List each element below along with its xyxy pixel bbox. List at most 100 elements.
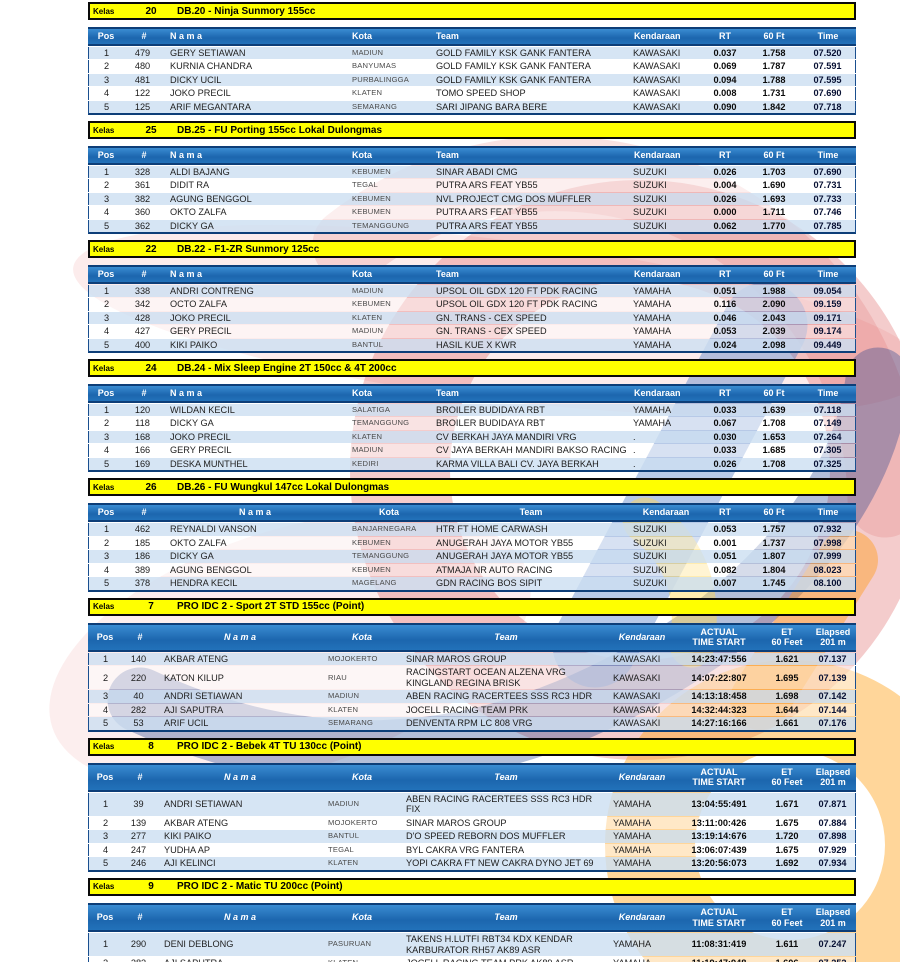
table-row: 2 361 DIDIT RA TEGAL PUTRA ARS FEAT YB55 SUZU… bbox=[88, 179, 856, 192]
table-header-row: Pos # N a m a Kota Team Kendaraan RT 60 Ft Time bbox=[88, 384, 856, 403]
cell-name: AKBAR ATENG bbox=[158, 816, 322, 830]
class-header-bar: Kelas 20 DB.20 - Ninja Sunmory 155cc bbox=[88, 2, 856, 20]
col-header-pos: Pos bbox=[88, 146, 124, 165]
class-header-bar: Kelas 25 DB.25 - FU Porting 155cc Lokal Du… bbox=[88, 121, 856, 140]
col-header-team: Team bbox=[432, 27, 630, 46]
col-header-actual-time-start: ACTUAL TIME START bbox=[674, 762, 764, 792]
cell-name: JOKO PRECIL bbox=[164, 311, 346, 325]
class-title: PRO IDC 2 - Sport 2T STD 155cc (Point) bbox=[177, 601, 365, 613]
cell-et-60feet: 1.698 bbox=[764, 690, 810, 703]
col-header-60ft: 60 Ft bbox=[748, 503, 800, 523]
cell-team: CV BERKAH JAYA MANDIRI VRG bbox=[432, 430, 630, 444]
cell-name: JOKO PRECIL bbox=[164, 430, 346, 444]
cell-pos: 4 bbox=[88, 87, 124, 100]
table-row: 3 168 JOKO PRECIL KLATEN CV BERKAH JAYA MAND… bbox=[88, 430, 856, 444]
cell-actual-time-start: 13:19:14:676 bbox=[674, 830, 764, 843]
cell-name: AKBAR ATENG bbox=[158, 652, 322, 666]
cell-vehicle: . bbox=[630, 430, 702, 444]
cell-name: AJI KELINCI bbox=[158, 857, 322, 872]
cell-number: 290 bbox=[122, 933, 158, 957]
cell-number: 328 bbox=[124, 165, 164, 179]
table-body: 1 462 REYNALDI VANSON BANJARNEGARA HTR FT HO… bbox=[88, 523, 856, 592]
cell-time: 07.690 bbox=[800, 165, 856, 179]
table-header-row: Pos # N a m a Kota Team Kendaraan ACTUAL TIME … bbox=[88, 762, 856, 792]
col-header-name: N a m a bbox=[164, 503, 346, 523]
cell-number: 360 bbox=[124, 206, 164, 219]
table-header-row: Pos # N a m a Kota Team Kendaraan RT 60 Ft Time bbox=[88, 146, 856, 165]
col-header-rt: RT bbox=[702, 384, 748, 403]
cell-number: 282 bbox=[122, 703, 158, 717]
cell-name: DICKY GA bbox=[164, 417, 346, 430]
cell-vehicle: SUZUKI bbox=[630, 577, 702, 592]
cell-time: 07.718 bbox=[800, 100, 856, 116]
cell-team: ABEN RACING RACERTEES SSS RC3 HDR bbox=[402, 690, 610, 703]
cell-city: KEBUMEN bbox=[346, 563, 432, 577]
col-header-pos: Pos bbox=[88, 902, 122, 933]
cell-number: 185 bbox=[124, 536, 164, 550]
cell-city: TEGAL bbox=[346, 179, 432, 192]
cell-vehicle: KAWASAKI bbox=[630, 87, 702, 100]
cell-60ft: 1.653 bbox=[748, 430, 800, 444]
class-title: PRO IDC 2 - Matic TU 200cc (Point) bbox=[177, 881, 343, 893]
cell-rt: 0.069 bbox=[702, 60, 748, 73]
cell-team: PUTRA ARS FEAT YB55 bbox=[432, 219, 630, 235]
col-header-name: N a m a bbox=[158, 622, 322, 652]
cell-vehicle: SUZUKI bbox=[630, 550, 702, 563]
col-header-number: # bbox=[124, 265, 164, 284]
cell-pos: 5 bbox=[88, 857, 122, 872]
cell-et-60feet: 1.661 bbox=[764, 717, 810, 732]
cell-team: ANUGERAH JAYA MOTOR YB55 bbox=[432, 550, 630, 563]
class-number: 7 bbox=[148, 601, 154, 613]
cell-60ft: 1.703 bbox=[748, 165, 800, 179]
cell-team: ABEN RACING RACERTEES SSS RC3 HDR FIX bbox=[402, 792, 610, 816]
cell-pos: 3 bbox=[88, 311, 124, 325]
cell-rt: 0.094 bbox=[702, 73, 748, 87]
cell-city: MADIUN bbox=[346, 325, 432, 338]
col-header-name: N a m a bbox=[164, 265, 346, 284]
table-body: 1 338 ANDRI CONTRENG MADIUN UPSOL OIL GDX 12… bbox=[88, 284, 856, 354]
cell-pos: 3 bbox=[88, 192, 124, 206]
cell-rt: 0.001 bbox=[702, 536, 748, 550]
cell-actual-time-start: 14:23:47:556 bbox=[674, 652, 764, 666]
cell-name: KATON KILUP bbox=[158, 666, 322, 690]
cell-rt: 0.067 bbox=[702, 417, 748, 430]
cell-pos: 5 bbox=[88, 577, 124, 592]
cell-pos: 2 bbox=[88, 957, 122, 962]
cell-elapsed-201m: 07.176 bbox=[810, 717, 856, 732]
col-header-time: Time bbox=[800, 146, 856, 165]
cell-rt: 0.026 bbox=[702, 165, 748, 179]
cell-pos: 1 bbox=[88, 523, 124, 536]
cell-actual-time-start: 13:06:07:439 bbox=[674, 843, 764, 857]
cell-number: 427 bbox=[124, 325, 164, 338]
cell-vehicle: KAWASAKI bbox=[610, 666, 674, 690]
cell-city: KLATEN bbox=[346, 87, 432, 100]
class-number: 22 bbox=[145, 243, 157, 255]
cell-et-60feet: 1.675 bbox=[764, 843, 810, 857]
cell-60ft: 1.807 bbox=[748, 550, 800, 563]
col-header-city: Kota bbox=[346, 265, 432, 284]
table-head: Pos # N a m a Kota Team Kendaraan RT 60 Ft Time bbox=[88, 384, 856, 403]
cell-number: 480 bbox=[124, 60, 164, 73]
cell-elapsed-201m: 07.884 bbox=[810, 816, 856, 830]
cell-number: 168 bbox=[124, 430, 164, 444]
col-header-city: Kota bbox=[322, 902, 402, 933]
cell-pos: 2 bbox=[88, 298, 124, 311]
cell-vehicle: KAWASAKI bbox=[610, 690, 674, 703]
cell-60ft: 1.788 bbox=[748, 73, 800, 87]
cell-time: 07.520 bbox=[800, 46, 856, 60]
cell-name: YUDHA AP bbox=[158, 843, 322, 857]
cell-vehicle: YAMAHA bbox=[610, 830, 674, 843]
class-title: DB.20 - Ninja Sunmory 155cc bbox=[177, 5, 316, 17]
cell-vehicle: YAMAHA bbox=[630, 284, 702, 298]
col-header-time: Time bbox=[800, 503, 856, 523]
class-section: Kelas 25 DB.25 - FU Porting 155cc Lokal Du… bbox=[88, 121, 856, 235]
cell-time: 07.595 bbox=[800, 73, 856, 87]
cell-team: BROILER BUDIDAYA RBT bbox=[432, 403, 630, 417]
cell-team: SINAR ABADI CMG bbox=[432, 165, 630, 179]
cell-time: 07.149 bbox=[800, 417, 856, 430]
results-table: Pos # N a m a Kota Team Kendaraan RT 60 Ft Time 1… bbox=[88, 26, 856, 116]
cell-elapsed-201m: 07.929 bbox=[810, 843, 856, 857]
table-row: 1 39 ANDRI SETIAWAN MADIUN ABEN RACING RACER… bbox=[88, 792, 856, 816]
cell-pos: 4 bbox=[88, 206, 124, 219]
class-label: Kelas bbox=[93, 244, 115, 254]
